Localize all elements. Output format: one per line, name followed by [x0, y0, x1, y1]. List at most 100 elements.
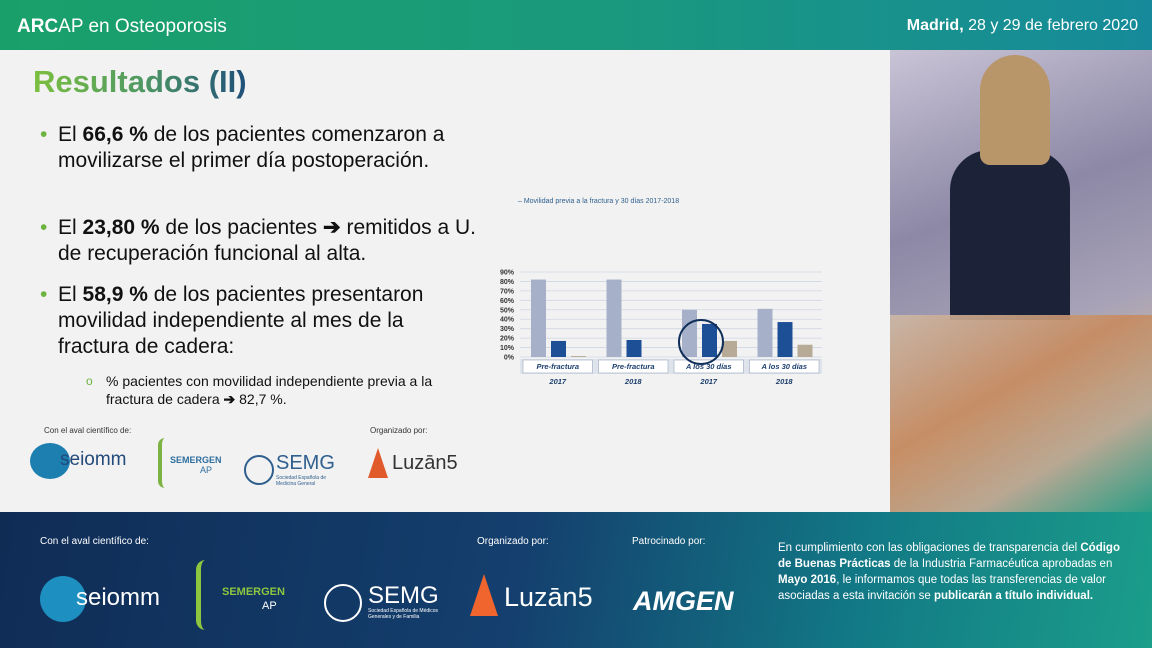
bar — [571, 356, 586, 357]
text-run: publicarán a título individual. — [933, 590, 1094, 602]
bar — [606, 279, 622, 357]
text-run: 66,6 % — [82, 123, 148, 146]
text-run: 23,80 % — [82, 216, 160, 239]
bar — [777, 322, 793, 357]
logo-mark — [30, 443, 70, 479]
bar — [551, 340, 566, 357]
text-run: Mayo 2016 — [778, 574, 837, 586]
bar — [797, 344, 813, 357]
bullet: El 23,80 % de los pacientes ➔ remitidos … — [58, 215, 478, 267]
text-run: ➔ — [223, 391, 236, 407]
sponsor-label: Patrocinado por: — [632, 536, 706, 547]
logo-mark — [196, 560, 215, 630]
logo-mark — [324, 584, 362, 622]
x-tick-label: 2017 — [548, 377, 567, 386]
semergen-ap: AP — [262, 600, 277, 612]
aval-label: Con el aval científico de: — [40, 536, 149, 547]
bar — [626, 340, 642, 357]
y-tick-label: 20% — [500, 336, 515, 343]
text-run: 82,7 %. — [235, 391, 287, 407]
text-run: El — [58, 123, 83, 146]
bullet-marker: • — [40, 216, 48, 239]
y-tick-label: 70% — [500, 288, 515, 295]
brand-bold: ARC — [17, 16, 59, 37]
aval-label: Con el aval científico de: — [44, 426, 132, 435]
text-run: 58,9 % — [82, 283, 148, 306]
bar — [757, 308, 773, 357]
dates: 28 y 29 de febrero 2020 — [963, 17, 1138, 34]
x-tick-label: Pre-fractura — [612, 362, 655, 371]
luzan-logo: Luzān5 — [392, 452, 458, 474]
logo-mark — [368, 448, 388, 478]
category-band — [520, 359, 822, 374]
speaker — [950, 150, 1070, 320]
top-banner: ARCAP en Osteoporosis Madrid, 28 y 29 de… — [0, 0, 1152, 50]
sub-bullet-marker: o — [86, 374, 93, 388]
category-box — [522, 359, 593, 374]
text-run: En cumplimiento con las obligaciones de … — [778, 542, 1081, 554]
x-tick-label: 2018 — [775, 377, 794, 386]
category-box — [598, 359, 669, 374]
highlight-circle — [678, 319, 724, 365]
y-tick-label: 90% — [500, 270, 515, 277]
place: Madrid, — [906, 17, 964, 34]
logo-mark — [158, 438, 172, 488]
slide: Resultados (II) • El 66,6 % de los pacie… — [0, 50, 890, 512]
bar — [682, 309, 697, 357]
y-tick-label: 50% — [500, 307, 515, 314]
y-tick-label: 0% — [504, 355, 515, 362]
text-run: , le informamos que todas las transferen… — [778, 574, 1106, 602]
logo-mark — [40, 576, 86, 622]
text-run: de los pacientes comenzaron a movilizars… — [58, 123, 445, 172]
semg-sub: Sociedad Española de Médicos Generales y… — [368, 608, 439, 620]
text-run: El — [58, 283, 83, 306]
logo-mark — [470, 574, 498, 616]
x-tick-label: 2018 — [624, 377, 643, 386]
text-run: de la Industria Farmacéutica aprobadas e… — [890, 558, 1113, 570]
y-tick-label: 30% — [500, 326, 515, 333]
speaker-hair — [980, 55, 1050, 165]
semg-logo: SEMG — [368, 582, 439, 609]
chart-title: – Movilidad previa a la fractura y 30 dí… — [518, 198, 679, 205]
x-tick-label: 2017 — [699, 377, 718, 386]
text-run: de los pacientes presentaron movilidad i… — [58, 283, 424, 358]
text-run: ➔ — [323, 216, 341, 239]
slide-title: Resultados (II) — [33, 64, 247, 99]
y-tick-label: 10% — [500, 345, 515, 352]
y-tick-label: 60% — [500, 298, 515, 305]
disclaimer: En cumplimiento con las obligaciones de … — [778, 540, 1128, 604]
brand-rest: AP en Osteoporosis — [58, 16, 227, 37]
category-box — [749, 359, 820, 374]
seiomm-logo: seiomm — [76, 584, 161, 611]
x-tick-label: A los 30 días — [760, 362, 807, 371]
text-run: remitidos a U. de recuperación funcional… — [58, 216, 476, 265]
y-tick-label: 80% — [500, 279, 515, 286]
event-date: Madrid, 28 y 29 de febrero 2020 — [907, 17, 1138, 35]
speaker-video — [890, 50, 1152, 512]
sub-bullet: % pacientes con movilidad independiente … — [106, 372, 466, 408]
text-run: Código de Buenas Prácticas — [778, 542, 1120, 570]
semg-sub: Sociedad Española de Medicina General — [276, 475, 327, 487]
chart: – Movilidad previa a la fractura y 30 dí… — [500, 198, 822, 386]
semg-logo: SEMG — [276, 452, 335, 474]
bullet: El 58,9 % de los pacientes presentaron m… — [58, 282, 468, 360]
bar — [722, 340, 737, 357]
bottom-banner: Con el aval científico de: Organizado po… — [0, 512, 1152, 648]
y-tick-label: 40% — [500, 317, 515, 324]
bullet: El 66,6 % de los pacientes comenzaron a … — [58, 122, 478, 174]
organizer-label: Organizado por: — [370, 426, 428, 435]
semergen-ap: AP — [200, 465, 213, 475]
text-run: % pacientes con movilidad independiente … — [106, 373, 433, 407]
bar — [531, 279, 546, 357]
luzan-logo: Luzān5 — [504, 582, 593, 612]
bullet-marker: • — [40, 123, 48, 146]
seiomm-logo: seiomm — [60, 449, 127, 470]
text-run: El — [58, 216, 83, 239]
organizer-label: Organizado por: — [477, 536, 549, 547]
background-art — [890, 315, 1152, 512]
category-box — [673, 359, 744, 374]
x-tick-label: A los 30 días — [685, 362, 732, 371]
x-tick-label: Pre-fractura — [536, 362, 579, 371]
semergen-logo: SEMERGEN — [170, 455, 222, 465]
